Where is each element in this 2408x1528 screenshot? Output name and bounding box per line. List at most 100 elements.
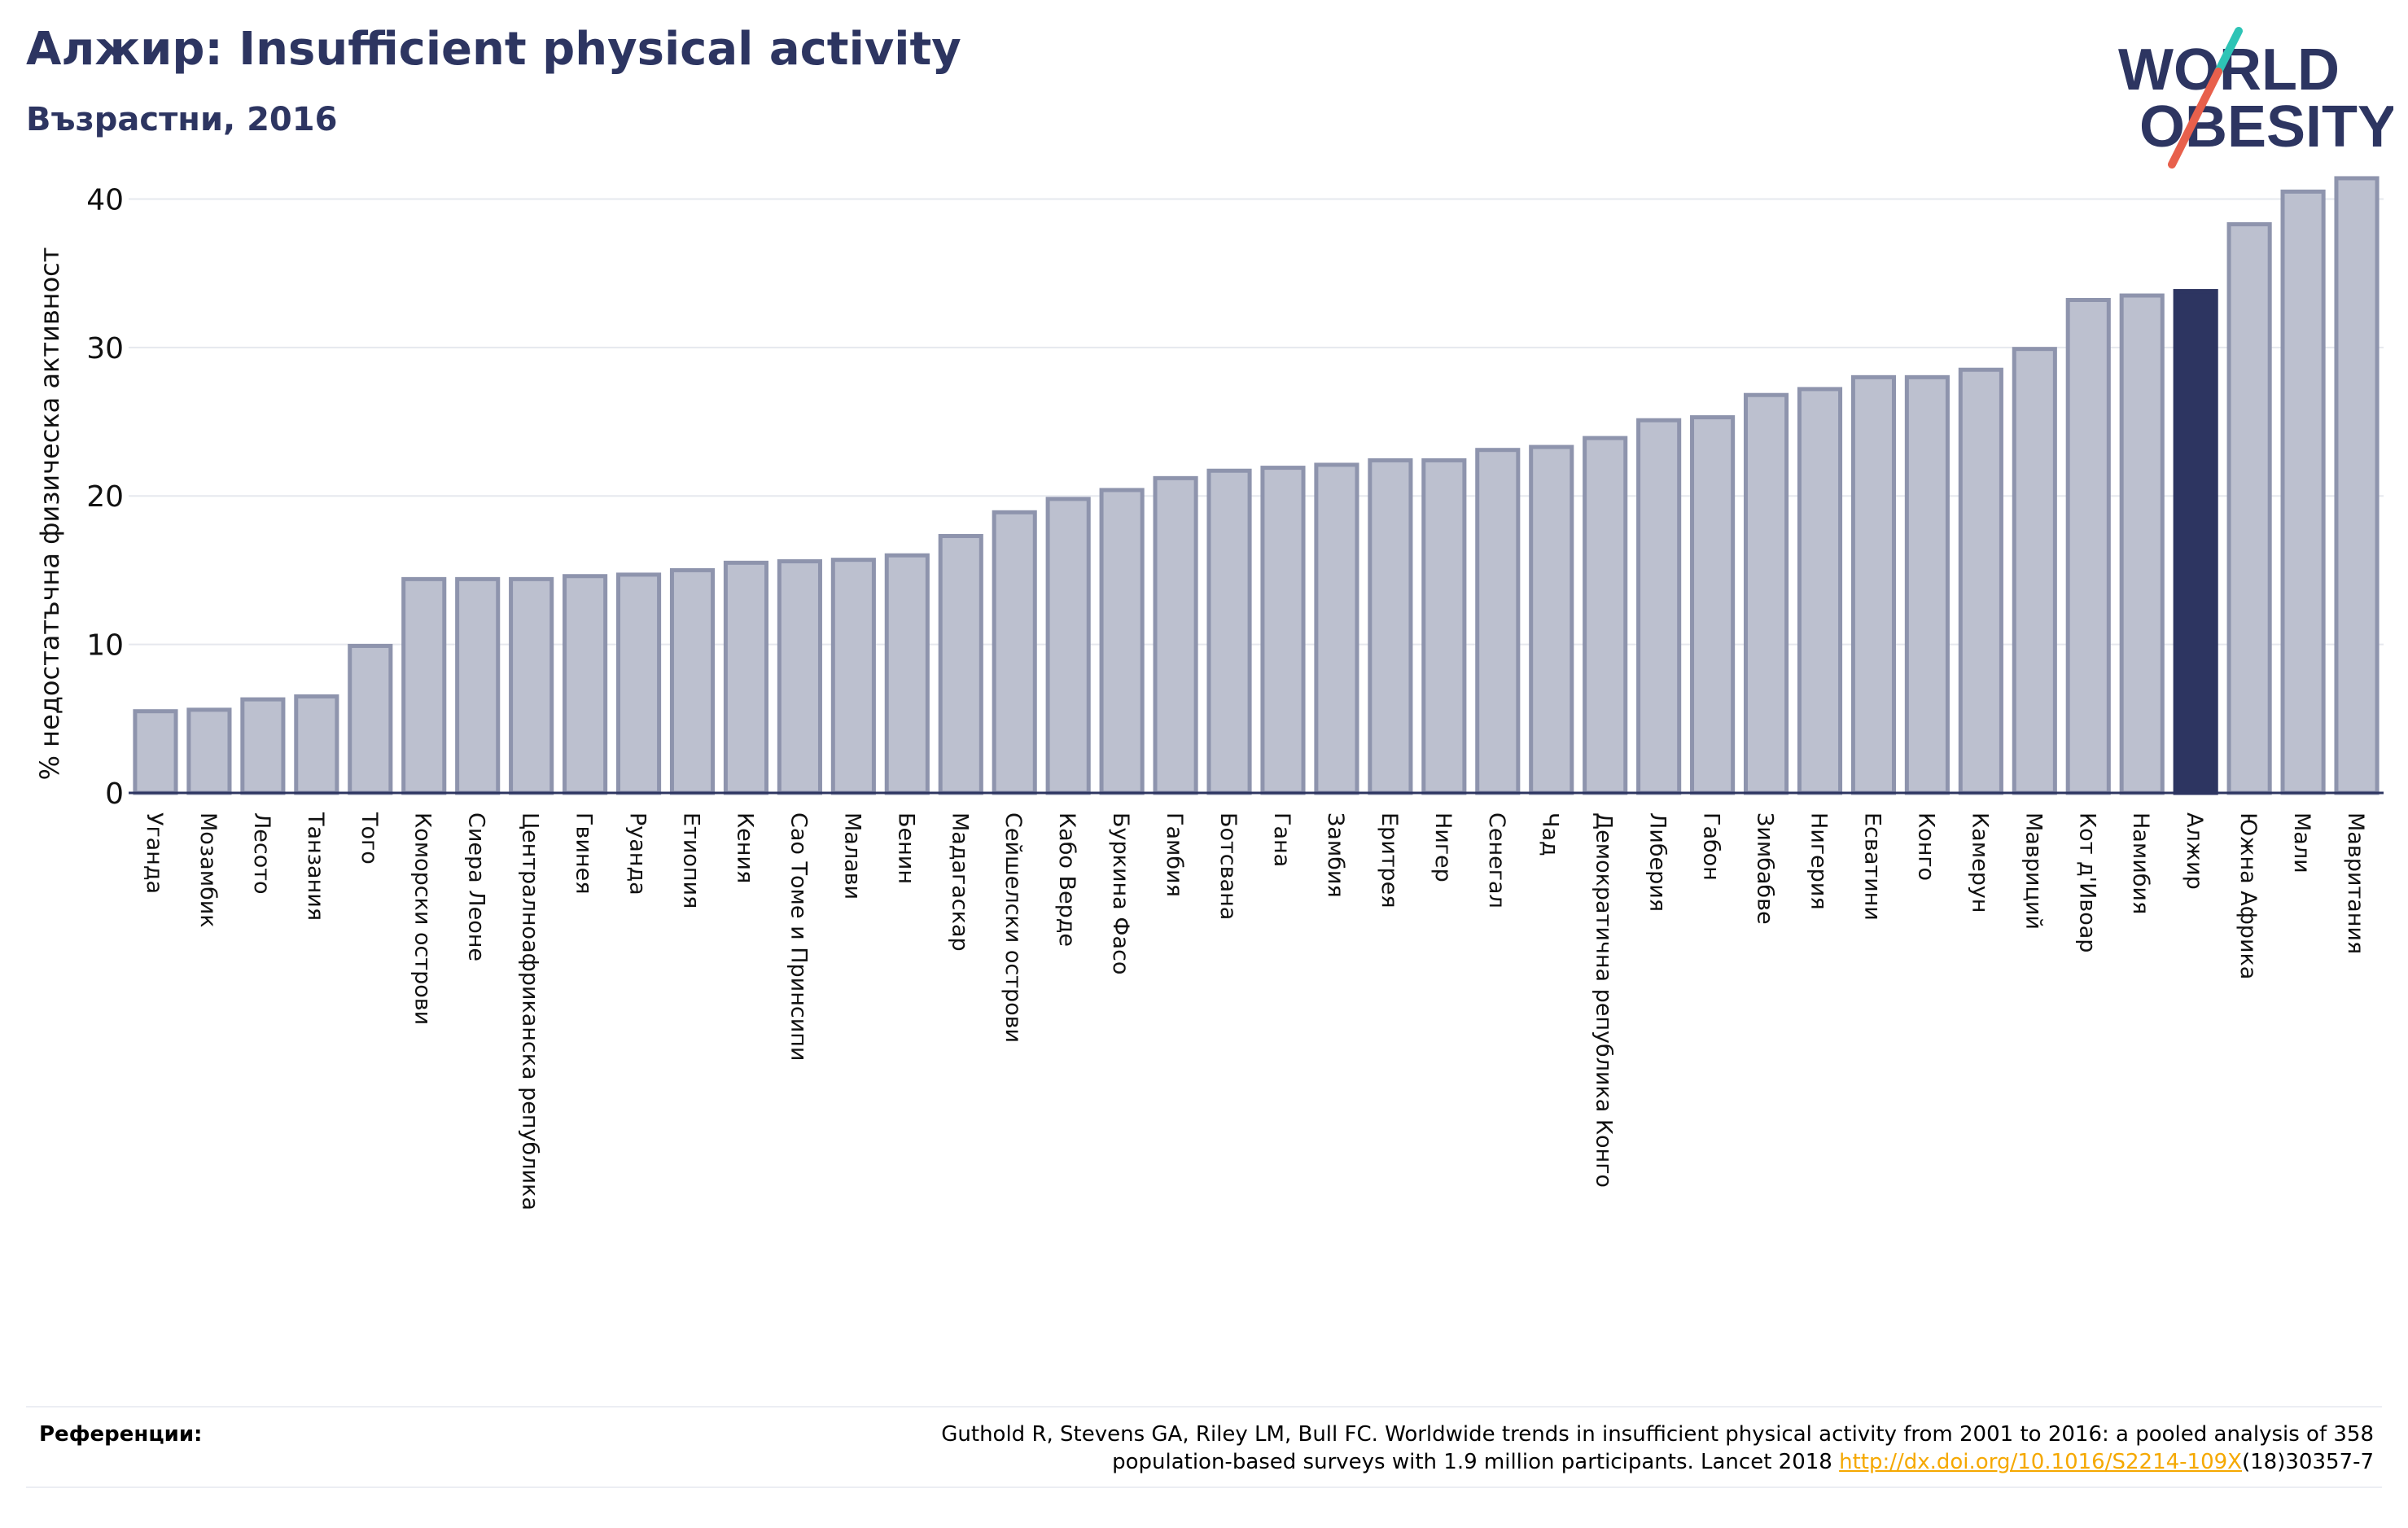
logo-slash-top xyxy=(2214,27,2243,76)
x-tick-label: Руанда xyxy=(625,812,650,895)
x-tick-label: Мавритания xyxy=(2343,812,2368,954)
bar xyxy=(2065,297,2111,795)
bar xyxy=(2280,189,2326,795)
bar xyxy=(830,558,876,795)
x-tick-label: Сенегал xyxy=(1484,812,1509,908)
x-tick-label: Южна Африка xyxy=(2235,812,2261,979)
bar-chart: 0 10 20 30 40 % недостатъчна физическа активн… xyxy=(34,176,2384,1211)
bar xyxy=(1850,374,1897,795)
x-tick-label: Конго xyxy=(1913,812,1938,881)
bar xyxy=(1690,415,1736,795)
chart-subtitle: Възрастни, 2016 xyxy=(26,101,338,138)
references-label: Референции: xyxy=(39,1422,203,1447)
x-tick-label: Зимбабве xyxy=(1753,812,1778,925)
references-divider-bottom xyxy=(26,1486,2382,1488)
x-tick-label: Лесото xyxy=(249,812,274,895)
references-divider-top xyxy=(26,1406,2382,1408)
logo-slash-bottom xyxy=(2168,68,2222,169)
y-tick-label: 10 xyxy=(86,629,124,663)
bar xyxy=(1743,392,1789,795)
bar xyxy=(1529,444,1574,795)
references-line2-prefix: population-based surveys with 1.9 millio… xyxy=(1112,1450,1840,1474)
bar xyxy=(2012,347,2057,795)
bar xyxy=(992,510,1037,795)
bar xyxy=(133,709,178,795)
bar xyxy=(1260,466,1306,795)
y-axis-label: % недостатъчна физическа активност xyxy=(34,247,65,781)
x-tick-label: Кот д'Ивоар xyxy=(2074,812,2099,952)
bar xyxy=(1583,436,1628,795)
x-tick-label: Малави xyxy=(839,812,865,900)
bar xyxy=(455,576,501,795)
x-tick-label: Гамбия xyxy=(1162,812,1187,897)
x-tick-label: Уганда xyxy=(142,812,167,894)
bar xyxy=(294,694,339,795)
x-tick-label: Сао Томе и Принсипи xyxy=(786,812,811,1061)
bar xyxy=(615,572,662,795)
x-tick-label: Кения xyxy=(732,812,757,883)
x-tick-label: Коморски острови xyxy=(410,812,436,1025)
bar xyxy=(401,576,447,795)
y-tick-label: 20 xyxy=(86,480,124,514)
x-tick-label: Алжир xyxy=(2182,812,2207,890)
bar xyxy=(348,643,393,795)
bar xyxy=(1314,462,1359,795)
x-tick-label: Нигер xyxy=(1430,812,1456,882)
bar xyxy=(1958,367,2003,795)
bar xyxy=(1797,387,1843,795)
references-line2: population-based surveys with 1.9 millio… xyxy=(583,1448,2374,1476)
references-text: Guthold R, Stevens GA, Riley LM, Bull FC… xyxy=(583,1421,2374,1476)
bar xyxy=(1636,418,1682,795)
x-tick-label: Еритрея xyxy=(1377,812,1402,908)
references-line2-suffix: (18)30357-7 xyxy=(2241,1450,2374,1474)
bar xyxy=(1099,488,1145,795)
x-tick-label: Мозамбик xyxy=(195,812,221,928)
bar xyxy=(2334,176,2380,795)
x-tick-label: Намибия xyxy=(2128,812,2153,914)
bar xyxy=(1421,458,1467,795)
x-tick-label: Етиопия xyxy=(679,812,704,908)
bar xyxy=(1206,468,1252,795)
x-tick-label: Демократична република Конго xyxy=(1591,812,1617,1188)
x-tick-label: Мавриций xyxy=(2021,812,2046,930)
bar xyxy=(723,560,769,795)
doi-link[interactable]: http://dx.doi.org/10.1016/S2214-109X xyxy=(1839,1450,2242,1474)
bar xyxy=(2226,221,2272,795)
y-tick-label: 0 xyxy=(105,777,124,811)
x-tick-label: Танзания xyxy=(303,812,328,921)
bar xyxy=(1045,497,1091,795)
x-tick-label: Мали xyxy=(2289,812,2314,873)
x-tick-label: Замбия xyxy=(1323,812,1348,898)
bar xyxy=(938,533,983,795)
x-tick-label: Камерун xyxy=(1967,812,1992,913)
x-tick-label: Кабо Верде xyxy=(1054,812,1079,947)
chart-title: Алжир: Insufficient physical activity xyxy=(26,23,961,76)
y-tick-label: 40 xyxy=(86,183,124,217)
bar xyxy=(1368,458,1413,795)
x-tick-label: Нигерия xyxy=(1806,812,1832,910)
bar xyxy=(669,567,716,795)
x-tick-label: Буркина Фасо xyxy=(1108,812,1133,974)
bar xyxy=(2119,293,2165,795)
x-tick-label: Бенин xyxy=(893,812,918,884)
x-tick-label: Сиера Леоне xyxy=(464,812,489,961)
bar xyxy=(1904,374,1950,795)
x-tick-label: Габон xyxy=(1699,812,1724,881)
x-tick-label: Есватини xyxy=(1859,812,1885,921)
bar xyxy=(884,553,930,795)
bar xyxy=(777,558,822,795)
x-tick-label: Того xyxy=(357,812,382,865)
x-tick-label: Ботсвана xyxy=(1215,812,1241,920)
bar xyxy=(240,697,286,795)
x-tick-label: Централноафриканска република xyxy=(518,812,543,1211)
references-line1: Guthold R, Stevens GA, Riley LM, Bull FC… xyxy=(941,1422,2374,1447)
x-tick-label: Чад xyxy=(1538,812,1563,856)
bar xyxy=(509,576,554,795)
x-tick-label: Либерия xyxy=(1645,812,1670,912)
bar-highlight xyxy=(2173,289,2218,795)
y-tick-label: 30 xyxy=(86,332,124,366)
bar xyxy=(1475,448,1521,795)
bar xyxy=(186,707,232,795)
world-obesity-logo: WORLD OBESITY xyxy=(2118,27,2393,169)
x-tick-label: Мадагаскар xyxy=(947,812,972,952)
